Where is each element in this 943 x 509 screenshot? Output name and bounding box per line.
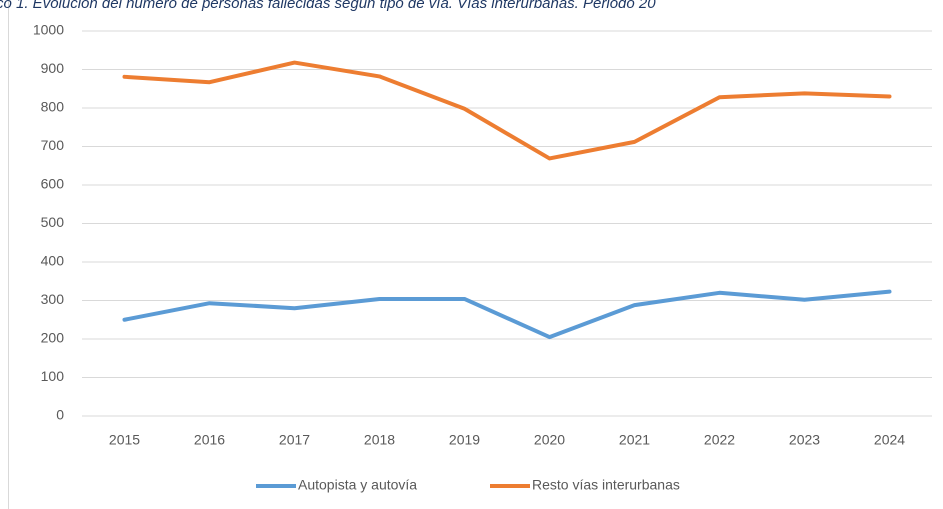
y-tick-label: 600: [41, 176, 65, 192]
x-tick-label: 2022: [704, 432, 735, 448]
x-tick-label: 2024: [874, 432, 905, 448]
x-tick-label: 2017: [279, 432, 310, 448]
x-tick-label: 2020: [534, 432, 565, 448]
x-tick-label: 2016: [194, 432, 225, 448]
y-tick-label: 800: [41, 99, 65, 115]
y-tick-label: 900: [41, 60, 65, 76]
series-line: [122, 60, 892, 161]
y-tick-label: 700: [41, 137, 65, 153]
y-tick-label: 400: [41, 253, 65, 269]
x-tick-label: 2015: [109, 432, 140, 448]
x-tick-label: 2019: [449, 432, 480, 448]
chart-title: co 1. Evolución del número de personas f…: [0, 0, 656, 12]
y-tick-label: 500: [41, 214, 65, 230]
legend-label: Resto vías interurbanas: [532, 477, 680, 493]
legend-label: Autopista y autovía: [298, 477, 417, 493]
x-tick-label: 2018: [364, 432, 395, 448]
series-line: [122, 289, 892, 340]
y-tick-label: 100: [41, 368, 65, 384]
y-tick-label: 200: [41, 330, 65, 346]
y-tick-label: 0: [56, 407, 64, 423]
x-tick-label: 2021: [619, 432, 650, 448]
chart-border: [8, 0, 9, 509]
y-tick-label: 1000: [33, 22, 64, 38]
y-tick-label: 300: [41, 291, 65, 307]
x-tick-label: 2023: [789, 432, 820, 448]
